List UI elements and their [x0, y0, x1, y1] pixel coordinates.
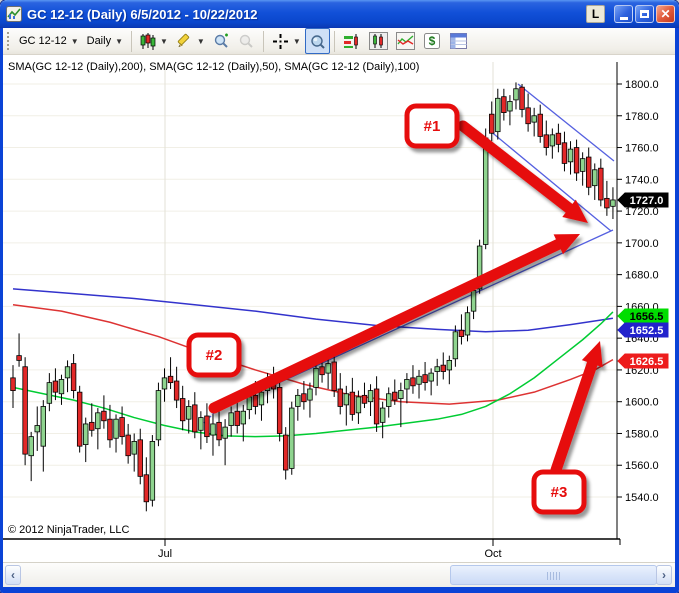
chevron-down-icon: ▼ — [196, 36, 205, 46]
scrollbar-grip-icon — [546, 572, 561, 580]
crosshair-icon — [272, 33, 288, 49]
close-button[interactable]: ✕ — [656, 5, 675, 23]
data-grid-button[interactable] — [445, 28, 472, 54]
svg-text:1652.5: 1652.5 — [630, 325, 664, 337]
svg-text:1740.0: 1740.0 — [625, 174, 659, 186]
maximize-button[interactable] — [635, 5, 654, 23]
chart-style-button[interactable]: ▼ — [136, 28, 172, 54]
toolbar-separator — [333, 30, 335, 52]
zoom-out-button[interactable] — [234, 28, 259, 54]
toolbar: GC 12-12 ▼ Daily ▼ ▼ ▼ — [3, 28, 676, 55]
annotation-label: #1 — [404, 103, 460, 149]
svg-text:1680.0: 1680.0 — [625, 270, 659, 282]
toolbar-grip[interactable] — [6, 31, 11, 51]
zoom-out-icon — [239, 34, 253, 48]
svg-text:1600.0: 1600.0 — [625, 397, 659, 409]
chevron-down-icon: ▼ — [115, 36, 123, 46]
window-border-bottom — [0, 587, 679, 593]
link-button[interactable]: L — [586, 5, 605, 23]
svg-text:1700.0: 1700.0 — [625, 238, 659, 250]
instrument-dropdown[interactable]: GC 12-12 ▼ — [15, 28, 83, 54]
copyright-label: © 2012 NinjaTrader, LLC — [8, 524, 130, 536]
data-grid-icon — [449, 33, 467, 49]
pencil-icon — [177, 33, 190, 47]
window-title: GC 12-12 (Daily) 6/5/2012 - 10/22/2012 — [27, 6, 258, 22]
market-analyzer-icon — [343, 33, 358, 49]
window-border-right — [675, 28, 679, 587]
price-time-axis: 1800.0 1780.0 1760.0 1740.0 1720.0 1700.0 1680… — [0, 62, 659, 560]
gridlines — [0, 62, 617, 539]
annotation-label: #2 — [186, 332, 242, 378]
chevron-down-icon: ▼ — [292, 36, 301, 46]
drawing-tools-button[interactable]: ▼ — [172, 28, 209, 54]
svg-text:Oct: Oct — [484, 548, 501, 560]
scroll-left-button[interactable]: ‹ — [5, 565, 21, 585]
svg-text:Jul: Jul — [158, 548, 172, 560]
annotation-arrows-labels: #1 #2 #3 — [186, 103, 603, 515]
market-analyzer-button[interactable] — [339, 28, 365, 54]
zoom-in-icon — [214, 33, 228, 48]
maximize-icon — [640, 10, 649, 18]
app-chart-icon — [6, 6, 22, 22]
chart-canvas[interactable]: 1800.0 1780.0 1760.0 1740.0 1720.0 1700.0 1680… — [0, 55, 679, 562]
instrument-label: GC 12-12 — [19, 35, 67, 47]
indicators-button[interactable] — [392, 28, 419, 54]
svg-text:#2: #2 — [206, 347, 223, 364]
svg-text:$: $ — [428, 34, 435, 48]
svg-text:1626.5: 1626.5 — [630, 356, 664, 368]
svg-text:1780.0: 1780.0 — [625, 111, 659, 123]
zoom-in-button[interactable] — [209, 28, 234, 54]
data-box-button[interactable] — [304, 28, 330, 54]
magnifier-icon — [311, 34, 325, 49]
candlestick-series — [10, 82, 616, 512]
svg-text:1580.0: 1580.0 — [625, 428, 659, 440]
svg-text:1727.0: 1727.0 — [630, 195, 664, 207]
chevron-down-icon: ▼ — [160, 36, 168, 46]
annotation-arrow — [550, 341, 603, 476]
svg-text:1800.0: 1800.0 — [625, 79, 659, 91]
annotation-arrow — [457, 120, 588, 223]
svg-text:1540.0: 1540.0 — [625, 492, 659, 504]
minimize-button[interactable] — [614, 5, 633, 23]
toolbar-separator — [131, 30, 132, 52]
account-data-button[interactable]: $ — [419, 28, 445, 54]
svg-text:#1: #1 — [424, 118, 441, 135]
toolbar-separator — [262, 30, 264, 52]
annotation-arrow — [208, 234, 580, 414]
interval-label: Daily — [86, 35, 112, 47]
svg-text:#3: #3 — [551, 484, 568, 501]
window-border-left — [0, 28, 3, 587]
chart-style-icon — [140, 32, 156, 50]
indicator-label: SMA(GC 12-12 (Daily),200), SMA(GC 12-12 … — [8, 61, 420, 73]
title-bar[interactable]: GC 12-12 (Daily) 6/5/2012 - 10/22/2012 L… — [0, 0, 679, 28]
chart-trader-icon — [368, 32, 388, 50]
chevron-down-icon: ▼ — [70, 36, 79, 46]
scrollbar-thumb[interactable] — [450, 565, 657, 585]
annotation-label: #3 — [531, 469, 587, 515]
cursor-mode-button[interactable]: ▼ — [268, 28, 305, 54]
interval-dropdown[interactable]: Daily ▼ — [83, 28, 127, 54]
svg-text:1656.5: 1656.5 — [630, 311, 664, 323]
chart-trader-button[interactable] — [365, 28, 392, 54]
svg-text:1560.0: 1560.0 — [625, 460, 659, 472]
svg-text:1720.0: 1720.0 — [625, 206, 659, 218]
price-tags: 1727.0 1656.5 1652.5 1626.5 — [617, 192, 669, 369]
scroll-right-button[interactable]: › — [656, 565, 672, 585]
svg-text:1760.0: 1760.0 — [625, 143, 659, 155]
horizontal-scrollbar[interactable]: ‹ › — [3, 562, 675, 587]
indicators-icon — [395, 32, 415, 50]
dollar-icon: $ — [423, 33, 440, 49]
minimize-icon — [619, 17, 628, 20]
